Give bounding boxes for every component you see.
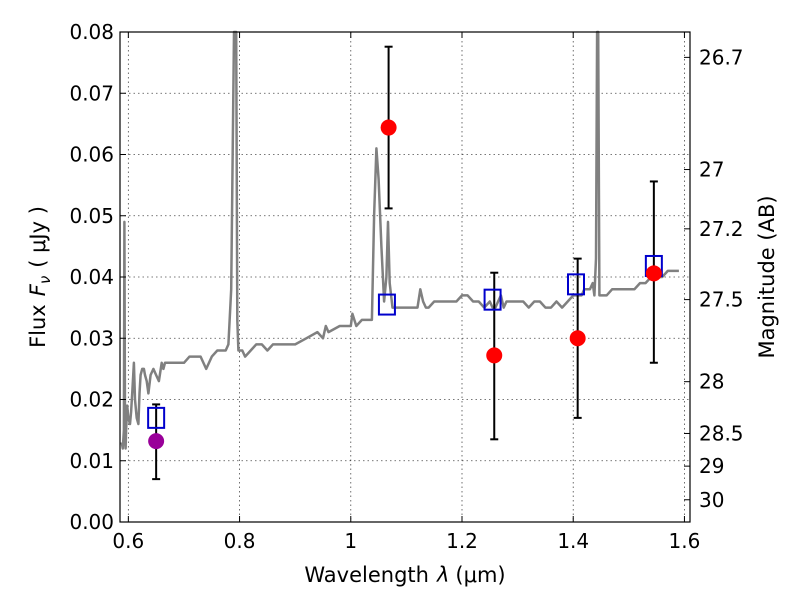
y-tick-label: 0.06 [69,143,114,167]
y-tick-label: 0.04 [69,265,114,289]
observed-point [380,119,397,136]
model-point [567,273,585,296]
magnitude-tick-label: 27.2 [699,217,744,241]
y-tick-label: 0.05 [69,204,114,228]
x-tick-label: 1.2 [446,529,478,553]
y-tick-label: 0.08 [69,20,114,44]
magnitude-tick-label: 26.7 [699,45,744,69]
y-tick-label: 0.03 [69,326,114,350]
observed-point [645,265,662,282]
magnitude-tick-label: 28 [699,370,724,394]
magnitude-tick-label: 28.5 [699,421,744,445]
magnitude-tick-label: 29 [699,454,724,478]
x-tick-label: 1.4 [557,529,589,553]
y-tick-label: 0.07 [69,81,114,105]
magnitude-tick-label: 27.5 [699,288,744,312]
x-tick-label: 0.6 [112,529,144,553]
observed-points-layer [148,119,662,450]
x-axis-label: Wavelength λ (μm) [304,563,505,587]
observed-point [486,347,503,364]
y-tick-label: 0.00 [69,510,114,534]
observed-point [148,433,165,450]
y-tick-label: 0.01 [69,449,114,473]
y-axis-label: FluxFν( μJy ) [26,206,54,348]
x-tick-label: 1.6 [669,529,701,553]
y-axis: 0.00 0.01 0.02 0.03 0.04 0.05 0.06 0.07 0.08 [69,20,126,534]
magnitude-tick-label: 27 [699,158,724,182]
model-point [147,406,166,429]
x-tick-label: 0.8 [224,529,256,553]
magnitude-axis-label: Magnitude (AB) [755,195,779,358]
x-axis: 0.6 0.8 1 1.2 1.4 1.6 [112,32,700,553]
model-point [483,288,502,311]
y-tick-label: 0.02 [69,388,114,412]
model-point [377,293,396,316]
magnitude-tick-label: 30 [699,488,724,512]
magnitude-axis: 26.7 27 27.2 27.5 28 28.5 29 30 [684,45,744,512]
x-tick-label: 1 [344,529,357,553]
observed-point [569,330,586,347]
